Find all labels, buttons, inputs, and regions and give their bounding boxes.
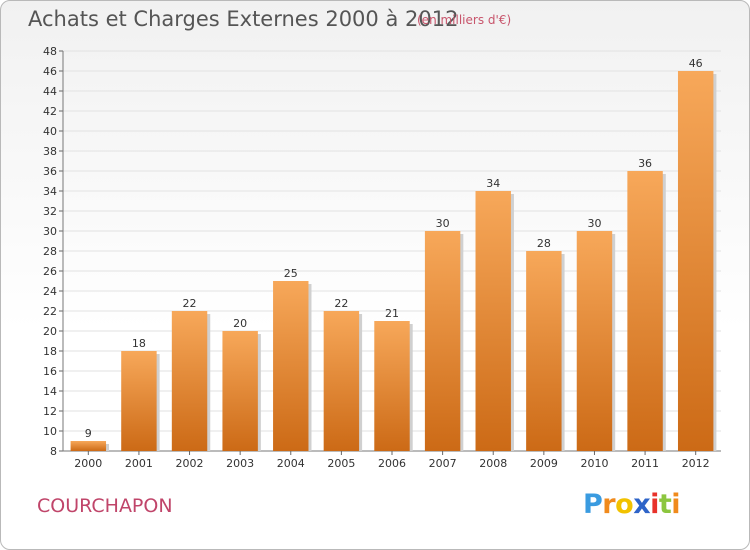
x-tick-label: 2007 — [429, 457, 457, 470]
y-tick-label: 24 — [43, 285, 57, 298]
y-tick-label: 40 — [43, 125, 57, 138]
x-tick-label: 2004 — [277, 457, 305, 470]
x-tick-label: 2010 — [580, 457, 608, 470]
chart-subtitle: (en milliers d'€) — [417, 13, 512, 27]
data-label: 28 — [537, 237, 551, 250]
bar — [70, 441, 107, 451]
bar — [273, 281, 309, 451]
data-label: 22 — [334, 297, 348, 310]
data-label: 36 — [638, 157, 652, 170]
data-label: 30 — [436, 217, 450, 230]
x-tick-label: 2012 — [682, 457, 710, 470]
y-tick-label: 38 — [43, 145, 57, 158]
bar — [576, 231, 613, 451]
data-label: 22 — [183, 297, 197, 310]
logo-letter: i — [650, 489, 659, 520]
logo-letter: t — [658, 489, 672, 520]
y-tick-label: 26 — [43, 265, 57, 278]
logo-letter: i — [671, 489, 681, 520]
bar — [475, 191, 511, 451]
logo-letter: r — [602, 489, 616, 520]
bar — [222, 331, 258, 451]
chart-title: Achats et Charges Externes 2000 à 2012 — [28, 7, 459, 31]
y-tick-label: 14 — [43, 385, 57, 398]
bar — [677, 71, 714, 451]
y-tick-label: 18 — [43, 345, 57, 358]
y-tick-label: 36 — [43, 165, 57, 178]
data-label: 30 — [587, 217, 601, 230]
bar — [323, 311, 360, 451]
y-tick-label: 8 — [50, 445, 57, 458]
bar-layer — [70, 71, 717, 451]
x-tick-label: 2011 — [631, 457, 659, 470]
y-tick-label: 44 — [43, 85, 57, 98]
y-tick-label: 12 — [43, 405, 57, 418]
label-layer: 9 18 22 20 25 22 21 30 34 28 30 36 46 — [85, 57, 703, 440]
logo-letter: x — [633, 489, 651, 520]
y-tick-label: 46 — [43, 65, 57, 78]
y-tick-label: 34 — [43, 185, 57, 198]
y-tick-label: 16 — [43, 365, 57, 378]
bar — [374, 321, 410, 451]
x-tick-label: 2003 — [226, 457, 254, 470]
x-tick-label: 2001 — [125, 457, 153, 470]
data-label: 25 — [284, 267, 298, 280]
x-tick-label: 2000 — [74, 457, 102, 470]
x-tick-label: 2002 — [176, 457, 204, 470]
x-tick-label: 2006 — [378, 457, 406, 470]
data-label: 46 — [689, 57, 703, 70]
x-tick-label: 2009 — [530, 457, 558, 470]
bar — [424, 231, 461, 451]
y-tick-label: 30 — [43, 225, 57, 238]
data-label: 9 — [85, 427, 92, 440]
axis-layer: 8 10 12 14 16 18 20 22 24 26 28 30 32 34 36 38 40 42 44 46 4… — [43, 45, 721, 470]
proxiti-logo[interactable]: Proxiti — [583, 489, 681, 520]
commune-name: COURCHAPON — [37, 495, 173, 517]
logo-letter: P — [583, 489, 603, 520]
bar — [171, 311, 208, 451]
x-tick-label: 2008 — [479, 457, 507, 470]
x-tick-label: 2005 — [327, 457, 355, 470]
y-tick-label: 20 — [43, 325, 57, 338]
bar — [121, 351, 157, 451]
y-tick-label: 48 — [43, 45, 57, 58]
y-tick-label: 32 — [43, 205, 57, 218]
y-tick-label: 10 — [43, 425, 57, 438]
data-label: 20 — [233, 317, 247, 330]
logo-letter: o — [615, 489, 634, 520]
data-label: 18 — [132, 337, 146, 350]
bar — [627, 171, 663, 451]
y-tick-label: 22 — [43, 305, 57, 318]
bar — [526, 251, 562, 451]
data-label: 34 — [486, 177, 500, 190]
y-tick-label: 42 — [43, 105, 57, 118]
y-tick-label: 28 — [43, 245, 57, 258]
data-label: 21 — [385, 307, 399, 320]
